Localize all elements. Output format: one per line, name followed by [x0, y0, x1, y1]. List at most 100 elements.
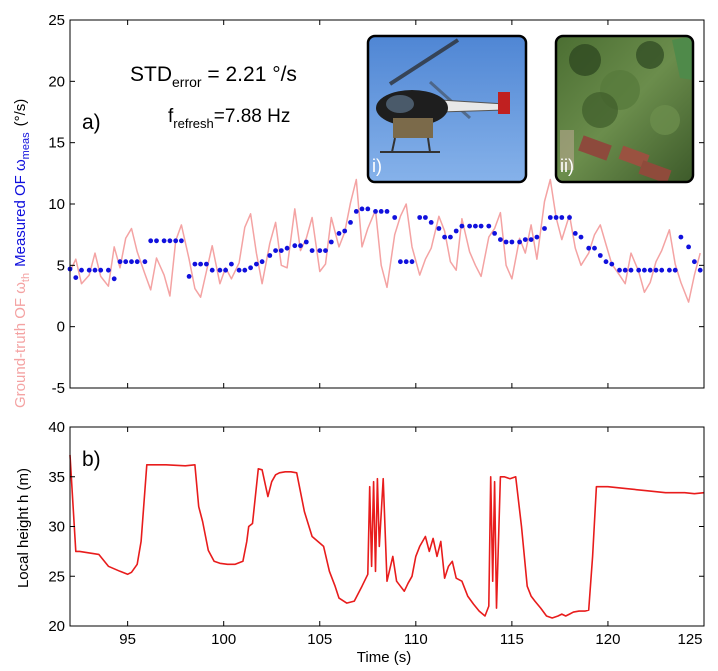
- measured-point: [503, 239, 509, 245]
- height-series-line: [69, 454, 705, 619]
- std-value: = 2.21 °/s: [202, 63, 297, 86]
- measured-point: [161, 238, 167, 244]
- measured-point: [448, 234, 453, 240]
- measured-point: [167, 238, 173, 244]
- measured-point: [129, 259, 134, 265]
- measured-point: [592, 245, 597, 251]
- measured-point: [106, 267, 111, 273]
- measured-point: [179, 238, 184, 244]
- measured-point: [517, 239, 522, 245]
- measured-point: [317, 248, 323, 254]
- inset-helicopter-photo: i): [366, 34, 528, 184]
- measured-point: [303, 239, 309, 245]
- y-tick-label: 40: [48, 419, 65, 436]
- panel-a-y-ticks: -5 0 5 10 15 20 25: [48, 12, 705, 397]
- measured-point: [636, 267, 642, 273]
- measured-point: [359, 206, 365, 212]
- measured-point: [534, 234, 540, 240]
- x-tick-label: 110: [404, 631, 428, 648]
- measured-point: [348, 220, 353, 225]
- y-tick-label: 30: [48, 519, 65, 536]
- x-tick-label: 115: [500, 631, 524, 648]
- measured-point: [597, 253, 603, 258]
- y-label-measured-sub: meas: [20, 132, 32, 159]
- measured-point: [267, 253, 273, 258]
- measured-point: [578, 234, 584, 240]
- measured-point: [336, 231, 342, 236]
- measured-point: [298, 243, 303, 249]
- measured-point: [547, 215, 553, 220]
- y-tick-label: 20: [48, 73, 65, 90]
- measured-point: [509, 239, 515, 245]
- y-tick-label: 0: [57, 319, 65, 336]
- measured-point: [198, 261, 204, 267]
- x-tick-label: 95: [119, 631, 136, 648]
- measured-point: [647, 267, 653, 273]
- std-annotation: STDerror = 2.21 °/s: [130, 63, 297, 90]
- measured-point: [342, 228, 348, 234]
- panel-b-y-ticks: 20 25 30 35 40: [48, 419, 704, 635]
- measured-point: [154, 238, 159, 244]
- measured-point: [403, 259, 409, 265]
- measured-point: [192, 261, 198, 267]
- measured-point: [398, 259, 403, 265]
- frequency-annotation: frefresh=7.88 Hz: [168, 106, 290, 131]
- measured-point: [111, 276, 117, 282]
- measured-point: [142, 259, 148, 265]
- measured-point: [373, 209, 378, 214]
- f-sub: refresh: [173, 116, 213, 131]
- panel-b-chart: 20 25 30 35 40 95 100 105 110 115 120 125: [48, 419, 705, 648]
- x-tick-label: 120: [595, 631, 620, 648]
- measured-point: [542, 226, 547, 231]
- f-main: f: [168, 106, 174, 127]
- measured-point: [117, 259, 123, 265]
- y-tick-label: 25: [48, 12, 65, 29]
- measured-point: [498, 237, 503, 243]
- inset-ii-label: ii): [560, 156, 574, 176]
- std-main: STD: [130, 63, 172, 86]
- measured-point: [384, 209, 390, 214]
- measured-point: [667, 267, 672, 273]
- x-tick-label: 105: [307, 631, 332, 648]
- measured-point: [123, 259, 129, 265]
- panel-b-y-label: Local height h (m): [15, 468, 32, 588]
- measured-point: [609, 261, 615, 267]
- measured-point: [254, 261, 259, 267]
- inset-aerial-photo: ii): [554, 34, 695, 184]
- y-tick-label: 10: [48, 196, 65, 213]
- y-label-unit: (°/s): [12, 99, 29, 127]
- measured-point: [309, 248, 315, 254]
- measured-point: [478, 223, 484, 229]
- panel-b-x-ticks: 95 100 105 110 115 120 125: [119, 427, 705, 648]
- measured-point: [148, 238, 154, 244]
- measured-point: [559, 215, 565, 220]
- y-tick-label: 5: [57, 257, 65, 274]
- measured-point: [628, 267, 634, 273]
- y-label-truth: Ground-truth OF ω: [12, 282, 29, 408]
- y-tick-label: 20: [48, 618, 65, 635]
- measured-point: [467, 223, 472, 229]
- measured-point: [672, 267, 678, 273]
- measured-point: [323, 248, 328, 254]
- panel-b-background: [70, 427, 704, 626]
- measured-point: [134, 259, 140, 265]
- measured-point: [692, 259, 697, 265]
- measured-point: [204, 261, 209, 267]
- y-label-measured: Measured OF ω: [12, 159, 29, 267]
- measured-point: [278, 248, 284, 254]
- measured-point: [459, 223, 465, 229]
- y-label-truth-sub: th: [20, 273, 32, 282]
- measured-point: [392, 215, 398, 220]
- measured-point: [453, 228, 459, 234]
- panel-a-y-label: Ground-truth OF ωth Measured OF ωmeas (°/s…: [12, 99, 32, 408]
- y-tick-label: 15: [48, 135, 65, 152]
- x-tick-label: 125: [677, 631, 702, 648]
- y-tick-label: 35: [48, 469, 65, 486]
- measured-point: [292, 243, 298, 249]
- panel-a-label: a): [82, 111, 101, 134]
- measured-point: [236, 267, 242, 273]
- std-sub: error: [172, 74, 202, 90]
- measured-point: [697, 267, 703, 273]
- measured-point: [79, 267, 84, 273]
- measured-point: [86, 267, 92, 273]
